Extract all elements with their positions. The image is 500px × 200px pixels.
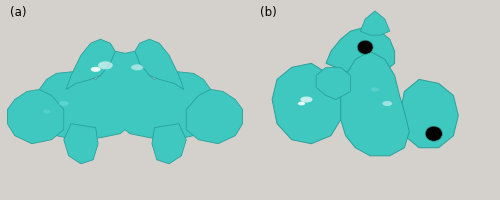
Ellipse shape bbox=[425, 127, 442, 142]
Polygon shape bbox=[400, 80, 458, 148]
Polygon shape bbox=[8, 90, 64, 144]
Ellipse shape bbox=[59, 101, 69, 107]
Ellipse shape bbox=[90, 68, 101, 72]
Ellipse shape bbox=[382, 101, 392, 107]
Ellipse shape bbox=[370, 88, 380, 92]
Ellipse shape bbox=[357, 41, 373, 55]
Ellipse shape bbox=[298, 102, 305, 106]
Polygon shape bbox=[64, 124, 98, 164]
Ellipse shape bbox=[98, 62, 112, 70]
Text: (a): (a) bbox=[10, 6, 26, 19]
Polygon shape bbox=[186, 90, 242, 144]
Text: (b): (b) bbox=[260, 6, 276, 19]
Polygon shape bbox=[340, 52, 409, 156]
Polygon shape bbox=[316, 68, 350, 100]
Polygon shape bbox=[39, 52, 211, 140]
Polygon shape bbox=[272, 64, 340, 144]
Polygon shape bbox=[326, 28, 394, 76]
Polygon shape bbox=[360, 12, 390, 36]
Ellipse shape bbox=[300, 97, 312, 103]
Polygon shape bbox=[66, 40, 115, 90]
Ellipse shape bbox=[43, 110, 51, 114]
Ellipse shape bbox=[131, 65, 143, 71]
Polygon shape bbox=[152, 124, 186, 164]
Polygon shape bbox=[135, 40, 184, 90]
